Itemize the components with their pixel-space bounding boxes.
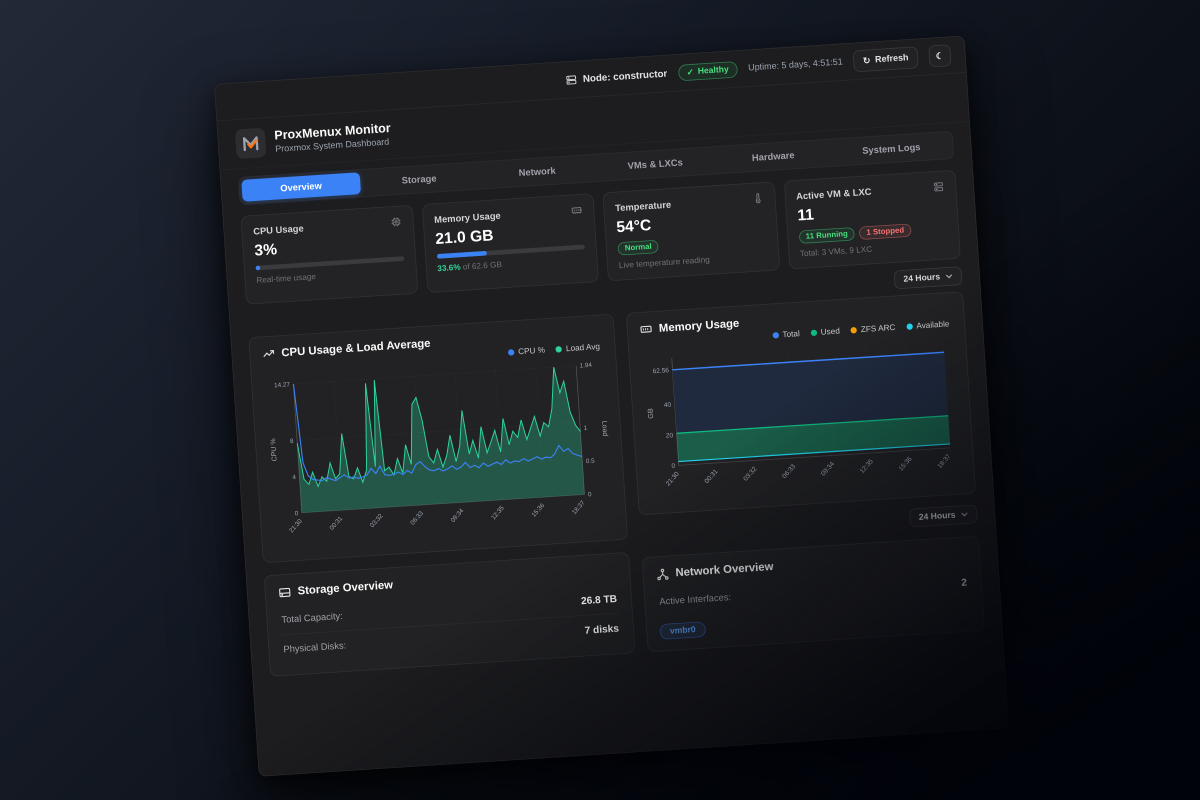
svg-text:CPU %: CPU % [270, 438, 278, 461]
health-badge: ✓ Healthy [677, 60, 738, 81]
node-indicator: Node: constructor [565, 67, 668, 86]
left-column: CPU Usage & Load Average CPU % Load Avg 0… [248, 313, 636, 677]
tab-network[interactable]: Network [477, 157, 596, 186]
tab-overview[interactable]: Overview [241, 172, 361, 202]
tab-hardware[interactable]: Hardware [714, 142, 833, 171]
storage-overview-card: Storage Overview Total Capacity: 26.8 TB… [263, 551, 636, 677]
temperature-card: Temperature 54°C Normal Live temperature… [602, 181, 780, 282]
svg-text:12:35: 12:35 [859, 458, 875, 475]
temperature-value: 54°C [615, 216, 652, 237]
svg-text:0: 0 [588, 491, 592, 498]
memory-chart: 0 20 40 62.56 21:30 00:31 03:32 06:33 09:34 12:35… [641, 330, 963, 503]
svg-text:40: 40 [664, 402, 672, 409]
svg-text:0: 0 [671, 463, 675, 470]
uptime-text: Uptime: 5 days, 4:51:51 [747, 57, 844, 73]
svg-text:62.56: 62.56 [653, 367, 670, 375]
time-range-select[interactable]: 24 Hours [893, 266, 963, 290]
hard-drive-icon [279, 587, 291, 597]
svg-text:Load: Load [600, 421, 608, 437]
svg-text:06:33: 06:33 [781, 463, 797, 480]
memory-ram-icon [571, 207, 582, 214]
tab-system-logs[interactable]: System Logs [832, 134, 951, 163]
cpu-usage-card: CPU Usage 3% Real-time usage [240, 204, 418, 305]
tab-vms-lxcs[interactable]: VMs & LXCs [595, 149, 714, 178]
right-column: Memory Usage Total Used ZFS ARC Available 0… [625, 291, 985, 653]
tab-storage[interactable]: Storage [359, 165, 478, 194]
active-vm-lxc-card: Active VM & LXC 11 11 Running 1 Stopped … [783, 169, 961, 270]
svg-text:15:36: 15:36 [530, 502, 546, 519]
interface-badge[interactable]: vmbr0 [659, 621, 707, 640]
memory-chart-card: Memory Usage Total Used ZFS ARC Available 0… [625, 291, 976, 516]
temperature-card-label: Temperature [614, 198, 672, 214]
cpu-caption: Real-time usage [256, 272, 317, 286]
thermometer-icon [755, 193, 761, 204]
dashboard-panel: Node: constructor ✓ Healthy Uptime: 5 da… [214, 35, 1010, 777]
svg-text:03:32: 03:32 [369, 512, 385, 529]
node-label: Node: constructor [582, 67, 668, 85]
svg-text:18:37: 18:37 [571, 499, 587, 516]
svg-text:09:34: 09:34 [820, 460, 836, 477]
time-range-select-secondary[interactable]: 24 Hours [908, 504, 978, 528]
memory-usage-card: Memory Usage 21.0 GB 33.6% of 62.6 GB [421, 193, 599, 293]
trend-up-icon [263, 349, 275, 358]
vm-card-label: Active VM & LXC [795, 185, 872, 202]
svg-text:00:31: 00:31 [329, 515, 345, 532]
network-overview-card: Network Overview Active Interfaces: 2 vm… [641, 535, 985, 653]
chevron-down-icon [961, 512, 968, 517]
cpu-load-chart-card: CPU Usage & Load Average CPU % Load Avg 0… [248, 313, 629, 563]
svg-text:4: 4 [292, 474, 296, 481]
refresh-icon: ↻ [862, 56, 871, 67]
svg-text:20: 20 [666, 432, 674, 439]
moon-icon: ☾ [935, 51, 945, 62]
check-icon: ✓ [686, 67, 695, 78]
memory-progress-fill [436, 250, 487, 259]
memory-caption-pct: 33.6% [437, 262, 461, 274]
vm-count-value: 11 [796, 206, 815, 225]
svg-text:0: 0 [295, 510, 299, 517]
cpu-progress-fill [255, 265, 261, 271]
svg-text:00:31: 00:31 [704, 468, 720, 485]
memory-card-label: Memory Usage [433, 209, 501, 225]
temperature-status-badge: Normal [617, 239, 660, 256]
cpu-chip-icon [391, 217, 401, 227]
svg-text:09:34: 09:34 [450, 507, 466, 524]
svg-text:12:35: 12:35 [490, 504, 506, 521]
svg-text:06:33: 06:33 [409, 510, 425, 527]
cpu-value: 3% [253, 240, 278, 260]
legend-item: CPU % [507, 346, 545, 358]
legend-item: Used [810, 326, 840, 337]
svg-text:1: 1 [584, 425, 588, 432]
svg-text:15:36: 15:36 [898, 455, 914, 472]
temperature-caption: Live temperature reading [618, 255, 711, 271]
proxmenux-logo-icon [242, 136, 259, 152]
cpu-card-label: CPU Usage [252, 222, 304, 237]
chevron-down-icon [945, 274, 953, 279]
svg-text:GB: GB [646, 408, 656, 419]
theme-toggle-button[interactable]: ☾ [928, 44, 952, 68]
vm-stopped-badge: 1 Stopped [859, 223, 912, 240]
svg-text:21:30: 21:30 [665, 470, 681, 487]
vm-running-badge: 11 Running [798, 227, 856, 244]
vm-caption: Total: 3 VMs, 9 LXC [799, 244, 873, 259]
server-stack-icon [934, 182, 944, 192]
app-logo [234, 127, 267, 160]
svg-text:18:37: 18:37 [936, 453, 952, 470]
svg-text:1.94: 1.94 [579, 362, 592, 370]
svg-text:21:30: 21:30 [288, 518, 304, 535]
refresh-button[interactable]: ↻ Refresh [852, 46, 919, 73]
svg-text:14.27: 14.27 [274, 381, 291, 389]
svg-text:0.5: 0.5 [586, 458, 596, 466]
server-icon [566, 75, 577, 85]
cpu-load-chart: 0 4 8 14.27 0 0.5 1 1.94 21:30 00:31 03:32 06:33 09:… [263, 353, 615, 551]
memory-caption: 33.6% of 62.6 GB [437, 260, 503, 274]
legend-item: Total [772, 329, 800, 340]
memory-value: 21.0 GB [434, 226, 495, 248]
memory-ram-icon [640, 325, 652, 333]
svg-text:03:32: 03:32 [742, 465, 758, 482]
network-icon [657, 568, 669, 581]
svg-text:8: 8 [290, 438, 294, 445]
